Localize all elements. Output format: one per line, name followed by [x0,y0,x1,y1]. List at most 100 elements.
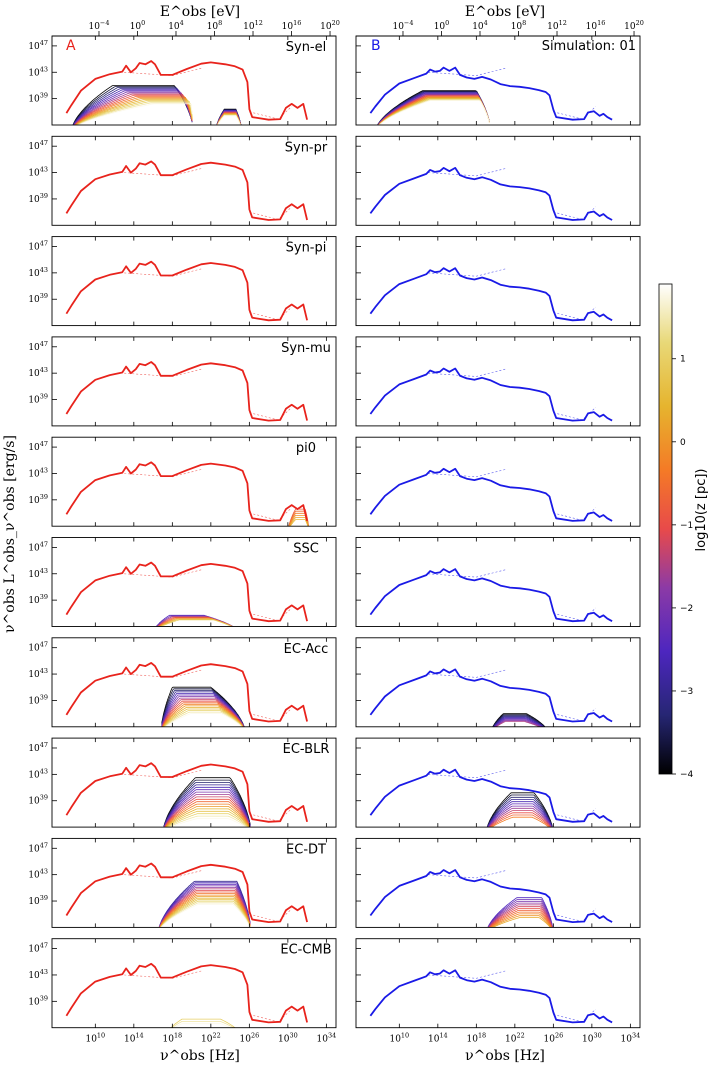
component-curve-0 [165,713,243,727]
panel-syn-el-b [355,35,641,126]
plot-area [65,160,308,221]
panel-frame [355,938,641,1029]
bottom-tick-label: 1022 [201,1032,221,1045]
top-tick-label: 10−4 [88,19,109,32]
y-tick-label: 1043 [28,767,48,780]
component-curve-0 [73,92,193,125]
component-curve-0 [492,714,546,727]
panel-ec-blr-a: 1047 1043 1039 EC-BLR [28,737,337,828]
panel-frame [355,637,641,728]
y-tick-label: 1047 [28,340,48,353]
component-curve-0 [161,697,245,727]
tail-guide-line [249,306,292,321]
component-curve-0 [173,1023,232,1028]
panel-pi0-a: 1047 1043 1039 pi0 [28,436,337,527]
component-curve-0 [162,703,244,727]
component-curve-0 [487,899,553,928]
y-tick-label: 1043 [28,65,48,78]
y-tick-label: 1047 [28,39,48,52]
bottom-tick-label: 1034 [317,1032,337,1045]
component-curve-0 [159,891,251,928]
top-tick-label: 100 [434,19,450,32]
plot-area [65,260,308,322]
component-curve-0 [378,97,490,125]
row-label: EC-BLR [283,742,330,757]
y-tick-label: 1039 [28,92,48,105]
panel-ec-cmb-b [355,938,641,1029]
component-curve-0 [73,88,193,125]
y-tick-label: 1047 [28,440,48,453]
plot-area [65,561,308,627]
y-tick-label: 1043 [28,667,48,680]
tail-guide-line [249,708,292,722]
top-tick-label: 1020 [320,19,340,32]
component-curve-0 [163,779,251,828]
component-curve-0 [159,888,251,928]
bottom-tick-label: 1014 [124,1032,144,1045]
disk-guide-line [428,469,506,478]
plot-area [65,962,308,1028]
total-sed-line [369,568,613,623]
row-label: EC-Acc [284,642,329,657]
plot-area [369,467,613,522]
plot-area [369,66,613,125]
component-curve-0 [164,796,251,828]
component-curve-0 [490,814,551,828]
component-curve-0 [158,882,251,928]
tail-guide-line [553,407,596,421]
panel-frame [51,837,337,928]
component-curve-0 [159,897,251,928]
component-curve-0 [158,880,251,928]
component-curve-0 [493,718,544,727]
component-curve-0 [487,801,553,828]
component-curve-0 [165,808,250,828]
plot-area [369,869,613,928]
total-sed-line [369,66,613,121]
row-label: EC-DT [286,842,326,857]
component-curve-0 [72,87,193,125]
y-tick-label: 1043 [28,366,48,379]
tail-guide-line [553,206,596,220]
panel-syn-mu-a: 1047 1043 1039 Syn-mu [28,336,337,427]
panel-syn-mu-b [355,336,641,427]
total-sed-line [65,662,308,723]
plot-area [65,60,308,125]
component-curve-0 [487,897,553,928]
disk-guide-line [428,168,506,177]
y-tick-label: 1039 [28,292,48,305]
component-curve-0 [158,885,251,928]
component-curve-0 [489,911,552,928]
total-sed-line [369,668,613,723]
component-curve-0 [163,710,243,727]
tail-guide-line [553,106,596,120]
y-tick-label: 1043 [28,166,48,179]
panel-ssc-b [355,537,641,627]
colorbar: 1 0 −1 −2 −3 −4 log10(z [pc]) [658,283,709,780]
component-curve-0 [378,100,490,125]
top-tick-label: 1016 [282,19,302,32]
colorbar-ticks: 1 0 −1 −2 −3 −4 [672,355,694,780]
component-curve-0 [162,705,244,727]
plot-area [369,166,613,221]
plot-area [369,668,613,727]
y-tick-label: 1047 [28,841,48,854]
y-tick-label: 1043 [28,567,48,580]
component-curve-0 [73,91,193,125]
bottom-tick-label: 1026 [240,1032,260,1045]
component-curve-0 [377,92,490,125]
component-curve-0 [161,688,245,727]
tail-guide-line [249,407,292,421]
total-sed-line [369,969,613,1024]
component-curve-0 [161,700,244,727]
component-curve-0 [494,720,542,727]
component-curve-0 [492,713,546,727]
column-label-b: B [371,38,381,54]
colorbar-tick-label: −3 [680,687,693,697]
bottom-tick-label: 1034 [621,1032,641,1045]
total-sed-line [65,60,308,121]
top-tick-label: 108 [511,19,527,32]
component-curve-extra [217,115,241,125]
panel-frame [355,236,641,327]
disk-guide-line [428,770,506,779]
y-tick-label: 1043 [28,266,48,279]
